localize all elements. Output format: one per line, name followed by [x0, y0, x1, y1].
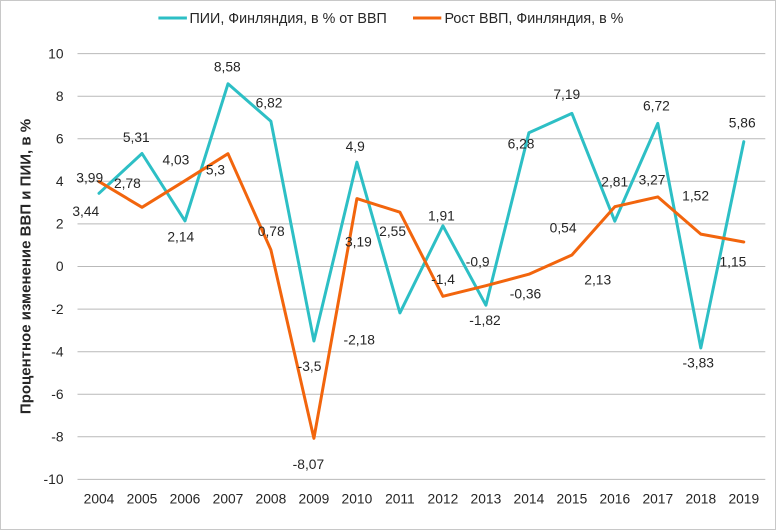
svg-text:2007: 2007: [213, 492, 244, 507]
svg-text:4,9: 4,9: [346, 139, 366, 154]
svg-text:0,78: 0,78: [258, 224, 285, 239]
svg-text:4,03: 4,03: [162, 153, 189, 168]
svg-text:10: 10: [48, 46, 64, 61]
svg-text:2,78: 2,78: [114, 176, 141, 191]
svg-text:-3,83: -3,83: [682, 356, 714, 371]
svg-text:2016: 2016: [599, 492, 630, 507]
svg-text:2018: 2018: [685, 492, 716, 507]
svg-text:-10: -10: [44, 472, 64, 487]
svg-text:6,72: 6,72: [643, 99, 670, 114]
svg-text:-0,36: -0,36: [510, 287, 542, 302]
svg-text:6: 6: [56, 132, 64, 147]
svg-text:3,99: 3,99: [76, 170, 103, 185]
svg-text:-4: -4: [51, 344, 64, 359]
svg-text:Процентное изменение ВВП и ПИИ: Процентное изменение ВВП и ПИИ, в %: [18, 119, 35, 414]
svg-text:2008: 2008: [256, 492, 287, 507]
svg-text:7,19: 7,19: [553, 87, 580, 102]
svg-text:1,52: 1,52: [682, 189, 709, 204]
svg-text:2,81: 2,81: [601, 174, 628, 189]
svg-text:2011: 2011: [385, 492, 415, 507]
svg-text:2005: 2005: [127, 492, 158, 507]
svg-text:2,14: 2,14: [167, 230, 194, 245]
svg-text:2015: 2015: [557, 492, 588, 507]
svg-text:2013: 2013: [471, 492, 502, 507]
svg-text:6,28: 6,28: [508, 136, 535, 151]
svg-text:-2,18: -2,18: [343, 333, 375, 348]
svg-text:-1,4: -1,4: [431, 272, 455, 287]
svg-text:5,3: 5,3: [206, 162, 226, 177]
svg-text:2014: 2014: [514, 492, 545, 507]
svg-text:1,91: 1,91: [428, 208, 455, 223]
svg-text:3,19: 3,19: [345, 234, 372, 249]
svg-text:5,31: 5,31: [123, 130, 150, 145]
svg-text:-0,9: -0,9: [466, 254, 490, 269]
svg-text:-6: -6: [51, 387, 64, 402]
svg-text:5,86: 5,86: [729, 116, 756, 131]
svg-text:2017: 2017: [642, 492, 673, 507]
svg-text:3,44: 3,44: [72, 204, 99, 219]
svg-text:2019: 2019: [728, 492, 759, 507]
svg-text:-2: -2: [51, 302, 63, 317]
svg-text:3,27: 3,27: [639, 173, 666, 188]
svg-text:2009: 2009: [299, 492, 330, 507]
svg-text:-8: -8: [51, 430, 64, 445]
svg-text:0,54: 0,54: [550, 221, 577, 236]
svg-text:2004: 2004: [84, 492, 115, 507]
svg-text:6,82: 6,82: [256, 95, 283, 110]
svg-text:4: 4: [56, 174, 64, 189]
svg-text:2010: 2010: [342, 492, 373, 507]
svg-text:2,55: 2,55: [379, 224, 406, 239]
svg-text:0: 0: [56, 259, 64, 274]
svg-text:2006: 2006: [170, 492, 201, 507]
svg-text:8,58: 8,58: [214, 60, 241, 75]
svg-text:ПИИ, Финляндия, в % от ВВП: ПИИ, Финляндия, в % от ВВП: [190, 11, 387, 27]
svg-text:-1,82: -1,82: [469, 313, 500, 328]
svg-text:2: 2: [56, 217, 64, 232]
svg-text:2,13: 2,13: [584, 272, 611, 287]
svg-text:Рост ВВП, Финляндия, в %: Рост ВВП, Финляндия, в %: [445, 11, 624, 27]
svg-text:1,15: 1,15: [719, 254, 746, 269]
svg-text:-3,5: -3,5: [298, 359, 322, 374]
svg-text:8: 8: [56, 89, 64, 104]
svg-text:2012: 2012: [428, 492, 459, 507]
svg-text:-8,07: -8,07: [293, 457, 324, 472]
